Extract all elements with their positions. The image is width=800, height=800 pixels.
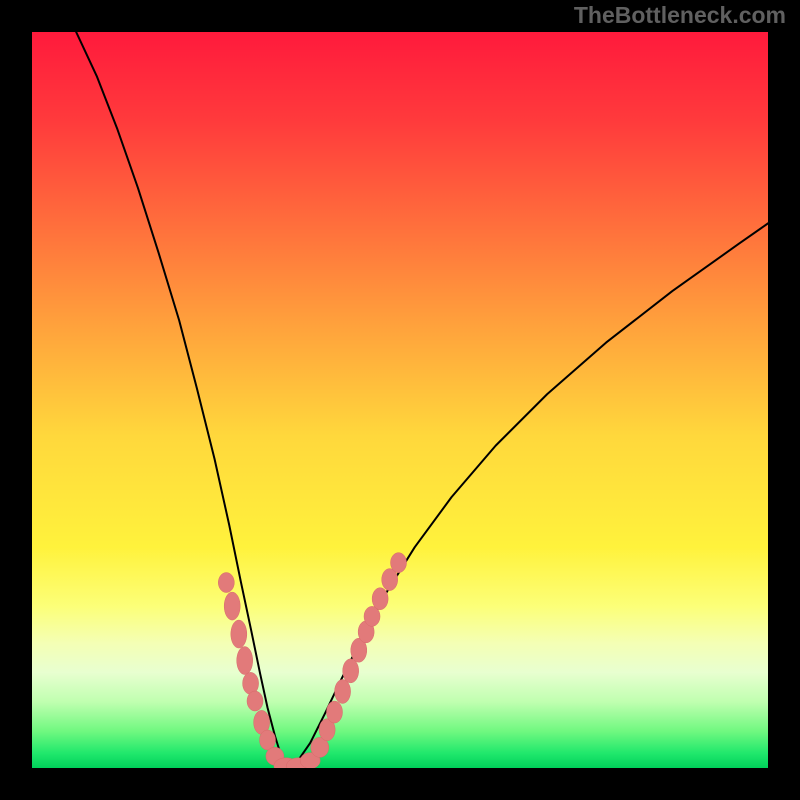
curve-marker	[247, 691, 263, 711]
curve-marker	[260, 730, 276, 750]
curve-marker	[224, 592, 240, 620]
bottleneck-chart-svg	[0, 0, 800, 800]
chart-stage: TheBottleneck.com	[0, 0, 800, 800]
curve-marker	[335, 679, 351, 703]
watermark-text: TheBottleneck.com	[574, 2, 786, 29]
curve-marker	[237, 647, 253, 675]
curve-marker	[231, 620, 247, 648]
gradient-background	[32, 32, 768, 768]
plot-area	[32, 32, 768, 774]
curve-marker	[343, 659, 359, 683]
curve-marker	[218, 573, 234, 593]
curve-marker	[372, 588, 388, 610]
curve-marker	[391, 553, 407, 573]
curve-marker	[326, 701, 342, 723]
